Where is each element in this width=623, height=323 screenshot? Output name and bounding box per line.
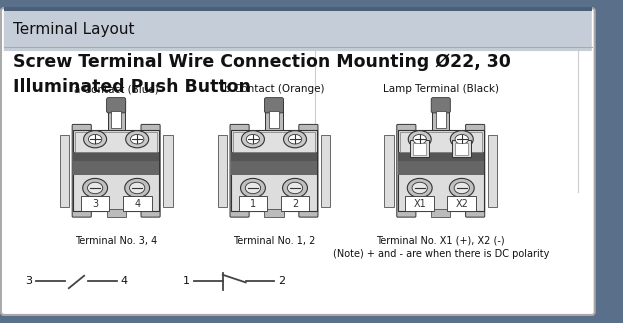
Bar: [231, 130, 317, 211]
Text: Screw Terminal Wire Connection Mounting Ø22, 30
Illuminated Push Button: Screw Terminal Wire Connection Mounting …: [13, 53, 511, 96]
Text: 2: 2: [278, 276, 285, 286]
Ellipse shape: [242, 130, 264, 148]
Text: Terminal No. 3, 4: Terminal No. 3, 4: [75, 236, 157, 246]
Ellipse shape: [83, 178, 108, 198]
Text: Lamp Terminal (Black): Lamp Terminal (Black): [383, 84, 499, 94]
Bar: [410, 140, 429, 157]
Bar: [269, 111, 278, 128]
FancyBboxPatch shape: [264, 98, 283, 113]
Ellipse shape: [408, 130, 431, 148]
Ellipse shape: [455, 134, 468, 144]
Bar: [4, 7, 592, 11]
Bar: [123, 196, 151, 211]
Text: 3: 3: [92, 199, 98, 209]
Text: a Contact (Blue): a Contact (Blue): [74, 84, 158, 94]
Ellipse shape: [245, 182, 260, 194]
Ellipse shape: [450, 130, 473, 148]
Ellipse shape: [130, 134, 144, 144]
Text: 3: 3: [25, 276, 32, 286]
Text: b Contact (Orange): b Contact (Orange): [224, 84, 324, 94]
Ellipse shape: [287, 182, 303, 194]
FancyBboxPatch shape: [72, 124, 92, 217]
Bar: [397, 161, 484, 175]
Ellipse shape: [413, 134, 426, 144]
Ellipse shape: [240, 178, 265, 198]
Bar: [384, 135, 394, 207]
Bar: [163, 135, 173, 207]
FancyBboxPatch shape: [4, 11, 592, 51]
Bar: [231, 151, 317, 163]
Bar: [233, 132, 315, 151]
Text: 4: 4: [121, 276, 128, 286]
Bar: [432, 101, 449, 130]
Bar: [397, 151, 484, 163]
Ellipse shape: [283, 130, 307, 148]
Bar: [264, 210, 283, 217]
FancyBboxPatch shape: [465, 124, 485, 217]
Bar: [436, 111, 445, 128]
FancyBboxPatch shape: [141, 124, 160, 217]
Text: Terminal No. X1 (+), X2 (-)
(Note) + and - are when there is DC polarity: Terminal No. X1 (+), X2 (-) (Note) + and…: [333, 236, 549, 259]
Ellipse shape: [412, 182, 427, 194]
Ellipse shape: [407, 178, 432, 198]
FancyBboxPatch shape: [397, 124, 416, 217]
FancyBboxPatch shape: [107, 98, 126, 113]
Bar: [406, 196, 434, 211]
Text: 2: 2: [292, 199, 298, 209]
Text: X1: X1: [413, 199, 426, 209]
Bar: [112, 111, 121, 128]
Bar: [431, 210, 450, 217]
Bar: [397, 130, 484, 211]
Bar: [455, 143, 468, 154]
Bar: [281, 196, 310, 211]
FancyBboxPatch shape: [230, 124, 249, 217]
Ellipse shape: [246, 134, 260, 144]
Bar: [108, 101, 125, 130]
Text: Terminal No. 1, 2: Terminal No. 1, 2: [233, 236, 315, 246]
Bar: [447, 196, 476, 211]
Ellipse shape: [130, 182, 145, 194]
Bar: [73, 130, 159, 211]
FancyBboxPatch shape: [1, 8, 595, 315]
Bar: [488, 135, 497, 207]
Bar: [217, 135, 227, 207]
Text: 1: 1: [250, 199, 256, 209]
Ellipse shape: [454, 182, 470, 194]
FancyBboxPatch shape: [299, 124, 318, 217]
Bar: [265, 101, 283, 130]
Bar: [107, 210, 126, 217]
Text: Terminal Layout: Terminal Layout: [13, 22, 135, 36]
Text: 1: 1: [183, 276, 190, 286]
Text: X2: X2: [455, 199, 468, 209]
Ellipse shape: [87, 182, 103, 194]
Bar: [60, 135, 69, 207]
Ellipse shape: [83, 130, 107, 148]
Ellipse shape: [125, 178, 150, 198]
Bar: [75, 132, 157, 151]
Bar: [399, 132, 482, 151]
Bar: [239, 196, 267, 211]
Ellipse shape: [283, 178, 307, 198]
Bar: [81, 196, 110, 211]
Text: 4: 4: [134, 199, 140, 209]
Ellipse shape: [449, 178, 474, 198]
Bar: [321, 135, 330, 207]
Ellipse shape: [88, 134, 102, 144]
Ellipse shape: [126, 130, 149, 148]
Bar: [73, 151, 159, 163]
Ellipse shape: [288, 134, 302, 144]
Bar: [413, 143, 426, 154]
Bar: [73, 161, 159, 175]
Bar: [452, 140, 472, 157]
FancyBboxPatch shape: [431, 98, 450, 113]
Bar: [231, 161, 317, 175]
